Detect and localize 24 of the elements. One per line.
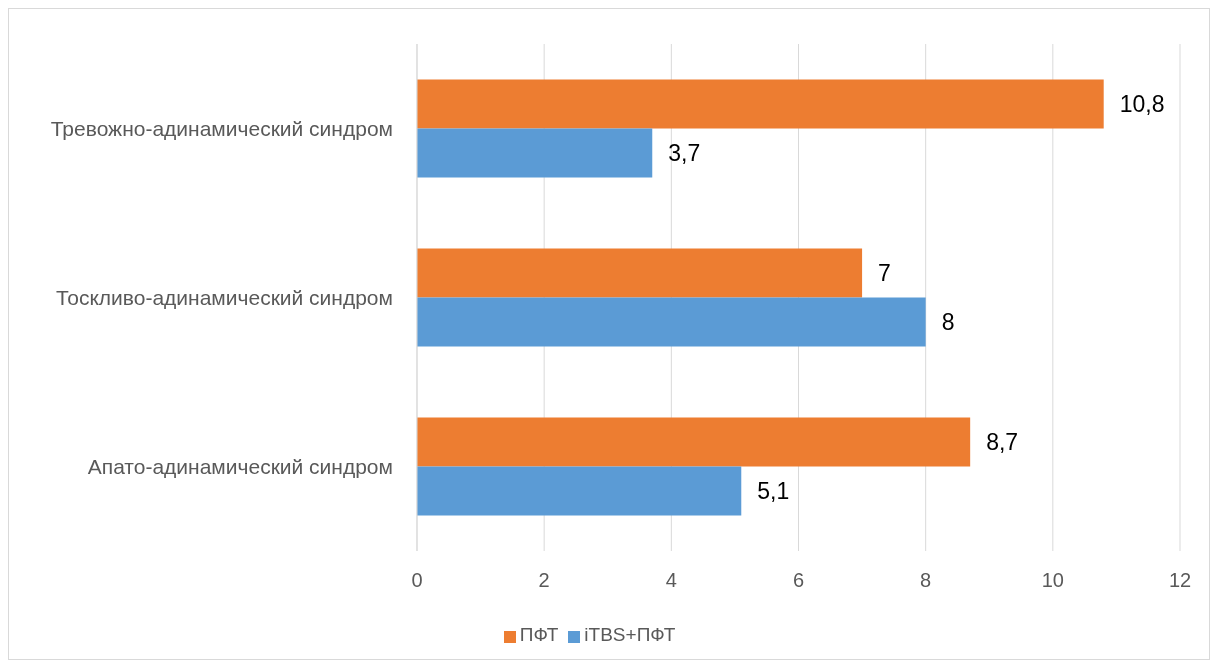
bar <box>417 248 863 298</box>
data-label: 3,7 <box>668 140 701 167</box>
bar <box>417 297 926 347</box>
legend-label: ПФТ <box>519 624 559 645</box>
x-tick-label: 12 <box>1168 569 1192 592</box>
bar <box>417 79 1104 129</box>
x-tick-label: 8 <box>920 569 932 592</box>
x-tick-label: 10 <box>1041 569 1064 592</box>
data-label: 10,8 <box>1119 91 1165 118</box>
x-tick-label: 0 <box>411 569 423 592</box>
legend-label: iTBS+ПФТ <box>584 624 676 645</box>
data-label: 8 <box>941 309 955 336</box>
y-tick-label: Тревожно-адинамический синдром <box>50 116 393 140</box>
x-tick-label: 6 <box>792 569 805 592</box>
data-label: 8,7 <box>986 429 1019 456</box>
data-label: 5,1 <box>757 478 790 505</box>
bar <box>417 466 742 516</box>
y-tick-label: Апато-адинамический синдром <box>87 454 393 478</box>
data-label: 7 <box>878 260 891 287</box>
bar <box>417 128 653 178</box>
x-tick-label: 4 <box>665 569 677 592</box>
y-tick-label: Тоскливо-адинамический синдром <box>56 285 393 309</box>
x-tick-label: 2 <box>538 569 550 592</box>
bar <box>417 417 971 467</box>
